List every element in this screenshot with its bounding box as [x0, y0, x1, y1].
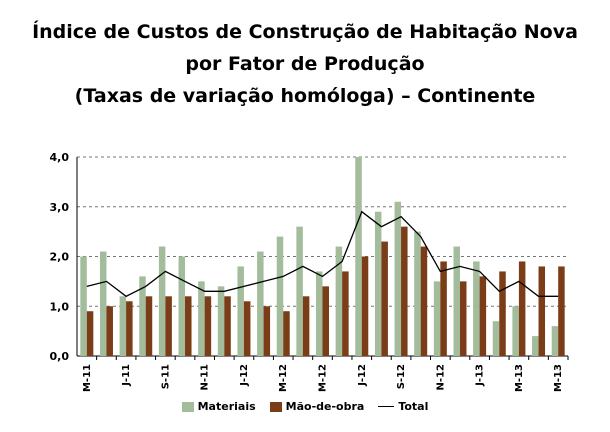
bar-mao-de-obra: [420, 246, 428, 356]
legend-swatch-total: [378, 406, 395, 407]
bar-materiais: [532, 336, 539, 356]
legend-item-mao-de-obra: Mão-de-obra: [269, 400, 365, 413]
bar-mao-de-obra: [381, 241, 388, 356]
x-tick-label: M-13: [553, 364, 564, 392]
x-tick-label: N-11: [200, 364, 211, 390]
bar-materiais: [257, 251, 264, 356]
bar-materiais: [217, 286, 225, 356]
bar-mao-de-obra: [401, 226, 408, 356]
bar-materiais: [139, 276, 146, 356]
bar-materiais: [99, 251, 107, 356]
x-tick-label: J-12: [239, 364, 250, 387]
bar-mao-de-obra: [302, 296, 310, 356]
bar-materiais: [551, 326, 559, 356]
bar-mao-de-obra: [440, 261, 447, 356]
legend-item-materiais: Materiais: [181, 400, 256, 413]
line-total: [86, 210, 559, 298]
bar-mao-de-obra: [243, 301, 251, 356]
bar-mao-de-obra: [538, 266, 546, 356]
legend-label-total: Total: [398, 400, 429, 413]
x-tick-label: N-12: [435, 364, 446, 390]
bar-mao-de-obra: [479, 276, 487, 356]
x-tick-label: S-12: [396, 364, 407, 389]
x-tick-label: M-11: [82, 364, 93, 392]
bar-materiais: [237, 266, 244, 356]
legend-swatch-materiais: [181, 401, 194, 412]
bar-mao-de-obra: [283, 311, 290, 356]
bar-materiais: [492, 321, 500, 356]
x-tick-label: J-11: [121, 364, 132, 387]
x-tick-label: J-13: [475, 364, 486, 387]
y-tick-label: 1,0: [50, 300, 70, 313]
y-tick-label: 0,0: [50, 350, 70, 363]
y-tick-label: 2,0: [50, 251, 70, 264]
bar-materiais: [473, 261, 480, 356]
bar-materiais: [414, 231, 421, 356]
bar-mao-de-obra: [165, 296, 172, 356]
legend: Materiais Mão-de-obra Total: [0, 400, 610, 413]
title-line-3: (Taxas de variação homóloga) – Continent…: [74, 85, 536, 107]
bar-mao-de-obra: [106, 306, 113, 356]
bar-materiais: [512, 306, 519, 356]
bar-mao-de-obra: [185, 296, 192, 356]
chart-title: Índice de Custos de Construção de Habita…: [0, 16, 610, 112]
bar-mao-de-obra: [126, 301, 133, 356]
chart-plot: 0,0 1,0 2,0 3,0 4,0 M-11 J-11 S-11 N-11 J-12 M-12 M…: [50, 151, 569, 392]
y-tick-label: 4,0: [50, 151, 70, 164]
x-tick-label: J-12: [357, 364, 368, 387]
bar-materiais: [374, 211, 382, 356]
bar-materiais: [394, 201, 402, 356]
legend-swatch-mao-de-obra: [269, 401, 282, 412]
bar-mao-de-obra: [263, 306, 271, 356]
bar-materiais: [296, 226, 303, 356]
bar-materiais: [335, 246, 343, 356]
bar-mao-de-obra: [204, 296, 212, 356]
bar-mao-de-obra: [224, 296, 231, 356]
bar-materiais: [433, 281, 441, 356]
x-tick-label: S-11: [160, 364, 171, 389]
bar-mao-de-obra: [361, 256, 369, 356]
bar-mao-de-obra: [86, 311, 94, 356]
bar-mao-de-obra: [558, 266, 565, 356]
bar-mao-de-obra: [459, 281, 467, 356]
bar-materiais: [453, 246, 460, 356]
legend-label-mao-de-obra: Mão-de-obra: [285, 400, 365, 413]
bar-mao-de-obra: [145, 296, 153, 356]
title-line-2: por Fator de Produção: [185, 53, 425, 75]
bar-materiais: [198, 281, 205, 356]
bar-mao-de-obra: [518, 261, 526, 356]
bar-mao-de-obra: [322, 286, 329, 356]
x-tick-label: M-13: [514, 364, 525, 392]
x-tick-label: M-12: [278, 364, 289, 392]
bar-materiais: [119, 296, 127, 356]
legend-item-total: Total: [378, 400, 428, 413]
legend-label-materiais: Materiais: [197, 400, 256, 413]
bar-materiais: [316, 271, 323, 356]
bar-materiais: [276, 236, 284, 356]
y-tick-label: 3,0: [50, 201, 70, 214]
bar-materiais: [80, 256, 87, 356]
x-tick-label: M-12: [318, 364, 329, 392]
title-line-1: Índice de Custos de Construção de Habita…: [32, 21, 578, 43]
bar-materiais: [158, 246, 166, 356]
bar-materiais: [178, 256, 186, 356]
bar-mao-de-obra: [342, 271, 349, 356]
bar-mao-de-obra: [499, 271, 506, 356]
bar-materiais: [355, 157, 362, 356]
